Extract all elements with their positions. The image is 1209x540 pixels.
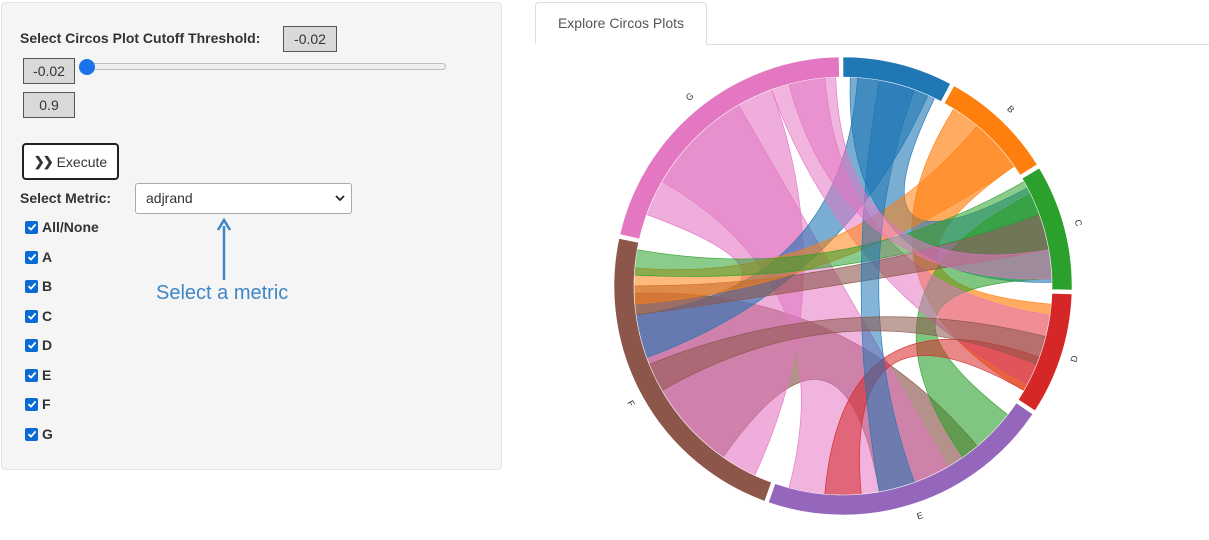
checkmark-icon[interactable] — [25, 397, 38, 411]
checkbox-label: E — [42, 367, 52, 383]
checkbox-label: D — [42, 337, 53, 353]
threshold-slider-track[interactable] — [87, 63, 446, 70]
checkbox-e[interactable]: E — [25, 367, 51, 383]
control-panel — [1, 2, 502, 470]
segment-label-g: G — [684, 91, 696, 103]
segment-label-f: F — [625, 399, 637, 409]
checkbox-label: C — [42, 308, 53, 324]
segment-label-c: C — [1073, 219, 1084, 228]
slider-max-value: 0.9 — [23, 92, 75, 118]
circos-labels: B C D E F G — [625, 91, 1084, 522]
slider-min-value: -0.02 — [23, 58, 75, 84]
checkbox-g[interactable]: G — [25, 426, 53, 442]
annotation-text: Select a metric — [156, 282, 289, 304]
checkmark-icon[interactable] — [25, 368, 38, 382]
checkbox-f[interactable]: F — [25, 396, 51, 412]
double-chevron-right-icon: ❯❯ — [33, 153, 54, 169]
checkbox-label: All/None — [42, 219, 99, 235]
circos-ribbons — [633, 76, 1053, 496]
checkbox-label: F — [42, 396, 51, 412]
checkmark-icon[interactable] — [25, 338, 38, 352]
checkmark-icon[interactable] — [25, 309, 38, 323]
segment-b — [943, 85, 1038, 176]
checkbox-all-none[interactable]: All/None — [25, 219, 99, 235]
checkmark-icon[interactable] — [25, 250, 38, 264]
segment-a — [842, 56, 951, 102]
checkbox-label: G — [42, 426, 53, 442]
checkbox-b[interactable]: B — [25, 278, 52, 294]
segment-c — [1021, 167, 1073, 291]
checkbox-label: A — [42, 249, 53, 265]
circos-plot: B C D E F G — [613, 56, 1084, 522]
metric-label: Select Metric: — [20, 190, 112, 206]
segment-e — [768, 402, 1034, 516]
segment-label-e: E — [915, 510, 924, 521]
circos-segments — [613, 56, 1073, 516]
threshold-value-input[interactable]: -0.02 — [283, 26, 337, 52]
checkmark-icon[interactable] — [25, 279, 38, 293]
ribbon-6 — [635, 77, 929, 358]
checkbox-d[interactable]: D — [25, 337, 52, 353]
threshold-slider-handle[interactable] — [79, 59, 95, 75]
segment-f — [613, 238, 772, 502]
segment-d — [1017, 292, 1073, 412]
tab-divider — [706, 44, 1209, 45]
chevron-down-icon — [335, 195, 345, 202]
annotation-arrow-icon — [216, 218, 232, 280]
checkmark-icon[interactable] — [25, 427, 38, 441]
execute-button[interactable]: ❯❯ Execute — [22, 143, 119, 180]
metric-selected-value: adjrand — [146, 190, 193, 206]
metric-select[interactable]: adjrand — [135, 183, 352, 214]
tab-explore-circos-plots[interactable]: Explore Circos Plots — [535, 2, 707, 44]
checkmark-icon[interactable] — [25, 220, 38, 234]
checkbox-a[interactable]: A — [25, 249, 52, 265]
checkbox-label: B — [42, 278, 53, 294]
execute-label: Execute — [56, 153, 108, 170]
segment-label-b: B — [1005, 104, 1016, 115]
segment-label-d: D — [1068, 354, 1080, 364]
checkbox-c[interactable]: C — [25, 308, 52, 324]
threshold-label: Select Circos Plot Cutoff Threshold: — [20, 30, 261, 46]
segment-g — [619, 56, 840, 240]
